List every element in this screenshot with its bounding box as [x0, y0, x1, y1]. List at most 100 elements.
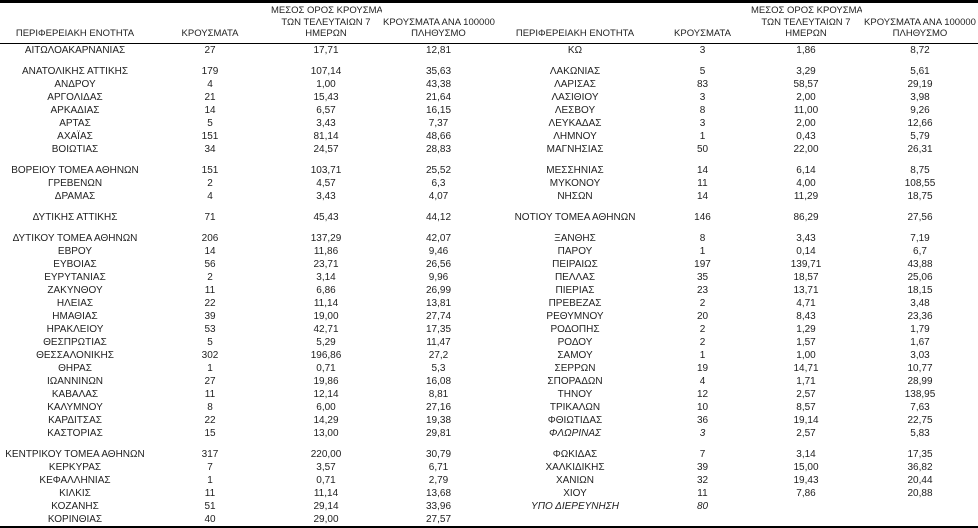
header-left-region: ΠΕΡΙΦΕΡΕΙΑΚΗ ΕΝΟΤΗΤΑ	[0, 3, 150, 44]
cases-cell: 197	[694, 258, 711, 270]
header-line: ΠΛΗΘΥΣΜΟ	[892, 28, 948, 39]
table-row: ΑΡΚΑΔΙΑΣ 14 6,57 16,15 ΛΕΣΒΟΥ 8 11,00 9,26	[0, 104, 978, 117]
per100k-cell: 6,3	[431, 177, 446, 189]
avg7-cell	[750, 513, 862, 526]
cases-cell: 34	[204, 143, 216, 155]
avg7-cell: 3,43	[796, 232, 816, 244]
cases-cell: 39	[204, 310, 216, 322]
cases-cell: 146	[694, 211, 711, 223]
table-row: ΗΜΑΘΙΑΣ 39 19,00 27,74 ΡΕΘΥΜΝΟΥ 20 8,43 23,36	[0, 310, 978, 323]
per100k-cell: 6,7	[913, 245, 927, 257]
cases-cell: 11	[697, 487, 708, 499]
per100k-cell: 27,57	[425, 513, 452, 525]
per100k-cell: 28,99	[907, 375, 933, 387]
avg7-cell: 3,43	[316, 190, 336, 202]
region-cell: ΛΕΥΚΑΔΑΣ	[548, 117, 602, 129]
cases-cell: 11	[204, 388, 216, 400]
avg7-cell: 45,43	[313, 211, 339, 223]
avg7-cell: 7,86	[796, 487, 816, 499]
avg7-cell	[750, 500, 862, 513]
cases-cell: 1	[207, 474, 213, 486]
region-cell: ΑΧΑΪΑΣ	[57, 130, 93, 142]
per100k-cell: 18,75	[907, 190, 933, 202]
per100k-cell: 27,16	[425, 401, 452, 413]
per100k-cell: 22,75	[907, 414, 933, 426]
avg7-cell: 2,00	[796, 117, 816, 129]
avg7-cell: 11,14	[313, 487, 339, 499]
region-cell: ΛΑΚΩΝΙΑΣ	[549, 65, 601, 77]
header-left-cases: ΚΡΟΥΣΜΑΤΑ	[150, 3, 270, 44]
cases-cell: 151	[201, 130, 219, 142]
table-body: ΑΙΤΩΛΟΑΚΑΡΝΑΝΙΑΣ 27 17,71 12,81 ΚΩ 3 1,86 8,72 Α…	[0, 43, 978, 526]
cases-cell: 8	[699, 232, 706, 244]
header-left-avg7: ΜΕΣΟΣ ΟΡΟΣ ΚΡΟΥΣΜΑΤΩΝΤΩΝ ΤΕΛΕΥΤΑΙΩΝ 7ΗΜΕ…	[270, 3, 382, 44]
avg7-cell: 42,71	[313, 323, 339, 335]
cases-cell: 21	[204, 91, 216, 103]
avg7-cell: 6,57	[316, 104, 336, 116]
per100k-cell: 25,52	[425, 164, 452, 176]
avg7-cell: 3,43	[316, 117, 336, 129]
region-cell: ΑΝΔΡΟΥ	[54, 78, 96, 90]
per100k-cell: 43,88	[907, 258, 933, 270]
region-cell: ΚΑΒΑΛΑΣ	[51, 388, 99, 400]
region-cell: ΚΑΛΥΜΝΟΥ	[47, 401, 103, 413]
table-row: ΚΙΛΚΙΣ 11 11,14 13,68 ΧΙΟΥ 11 7,86 20,88	[0, 487, 978, 500]
avg7-cell: 11,00	[793, 104, 819, 116]
header-line: ΤΩΝ ΤΕΛΕΥΤΑΙΩΝ 7	[761, 16, 851, 28]
table-row: ΚΑΣΤΟΡΙΑΣ 15 13,00 29,81 ΦΛΩΡΙΝΑΣ 3 2,57 5,83	[0, 427, 978, 440]
avg7-cell: 0,14	[796, 245, 816, 257]
header-line: ΤΩΝ ΤΕΛΕΥΤΑΙΩΝ 7	[281, 16, 371, 28]
region-cell	[495, 513, 655, 526]
region-cell: ΦΘΙΩΤΙΔΑΣ	[547, 414, 603, 426]
region-cell: ΚΕΝΤΡΙΚΟΥ ΤΟΜΕΑ ΑΘΗΝΩΝ	[5, 448, 145, 460]
cases-cell: 4	[207, 78, 213, 90]
header-right-region: ΠΕΡΙΦΕΡΕΙΑΚΗ ΕΝΟΤΗΤΑ	[495, 3, 655, 44]
cases-cell: 53	[204, 323, 216, 335]
table-header: ΠΕΡΙΦΕΡΕΙΑΚΗ ΕΝΟΤΗΤΑ ΚΡΟΥΣΜΑΤΑ ΜΕΣΟΣ ΟΡΟΣ …	[0, 3, 978, 44]
table-row: ΑΙΤΩΛΟΑΚΑΡΝΑΝΙΑΣ 27 17,71 12,81 ΚΩ 3 1,86 8,72	[0, 43, 978, 57]
avg7-cell: 14,29	[313, 414, 339, 426]
region-cell: ΧΑΝΙΩΝ	[555, 474, 595, 486]
cases-cell: 7	[699, 448, 706, 460]
region-cell: ΡΟΔΟΥ	[557, 336, 593, 348]
cases-cell: 5	[207, 336, 213, 348]
table-row: ΚΑΡΔΙΤΣΑΣ 22 14,29 19,38 ΦΘΙΩΤΙΔΑΣ 36 19,14 22,…	[0, 414, 978, 427]
region-cell: ΘΕΣΠΡΩΤΙΑΣ	[43, 336, 107, 348]
per100k-cell: 33,96	[425, 500, 452, 512]
avg7-cell: 6,14	[796, 164, 816, 176]
cases-cell: 50	[696, 143, 709, 155]
avg7-cell: 12,14	[313, 388, 339, 400]
region-cell: ΦΩΚΙΔΑΣ	[552, 448, 598, 460]
cases-cell: 2	[699, 336, 706, 348]
per100k-cell: 13,81	[425, 297, 452, 309]
cases-cell: 179	[201, 65, 219, 77]
cases-cell: 151	[201, 164, 219, 176]
cases-cell: 317	[201, 448, 219, 460]
table-row: ΑΡΓΟΛΙΔΑΣ 21 15,43 21,64 ΛΑΣΙΘΙΟΥ 3 2,00 3,98	[0, 91, 978, 104]
region-cell: ΜΑΓΝΗΣΙΑΣ	[546, 143, 604, 155]
region-cell: ΛΑΣΙΘΙΟΥ	[551, 91, 599, 103]
per100k-cell: 23,36	[907, 310, 933, 322]
region-cell: ΤΗΝΟΥ	[557, 388, 593, 400]
region-cell: ΡΕΘΥΜΝΟΥ	[546, 310, 604, 322]
per100k-cell: 7,19	[910, 232, 930, 244]
region-cell: ΛΕΣΒΟΥ	[554, 104, 596, 116]
cases-cell: 302	[201, 349, 219, 361]
table-row: ΕΥΒΟΙΑΣ 56 23,71 26,56 ΠΕΙΡΑΙΩΣ 197 139,71 43,8…	[0, 258, 978, 271]
per100k-cell: 5,83	[910, 427, 930, 439]
avg7-cell: 14,71	[793, 362, 819, 374]
avg7-cell: 3,14	[796, 448, 816, 460]
avg7-cell: 4,71	[796, 297, 816, 309]
cases-cell: 1	[699, 245, 706, 257]
region-cell: ΠΙΕΡΙΑΣ	[555, 284, 595, 296]
region-cell: ΜΕΣΣΗΝΙΑΣ	[546, 164, 604, 176]
header-right-cases: ΚΡΟΥΣΜΑΤΑ	[655, 3, 750, 44]
cases-cell: 3	[699, 44, 706, 56]
table-row: ΔΡΑΜΑΣ 4 3,43 4,07 ΝΗΣΩΝ 14 11,29 18,75	[0, 190, 978, 203]
per100k-cell: 21,64	[425, 91, 452, 103]
cases-cell: 27	[204, 44, 216, 56]
cases-cell: 56	[204, 258, 216, 270]
per100k-cell: 43,38	[425, 78, 452, 90]
header-line: ΠΕΡΙΦΕΡΕΙΑΚΗ ΕΝΟΤΗΤΑ	[515, 28, 635, 39]
region-cell: ΑΡΤΑΣ	[59, 117, 91, 129]
